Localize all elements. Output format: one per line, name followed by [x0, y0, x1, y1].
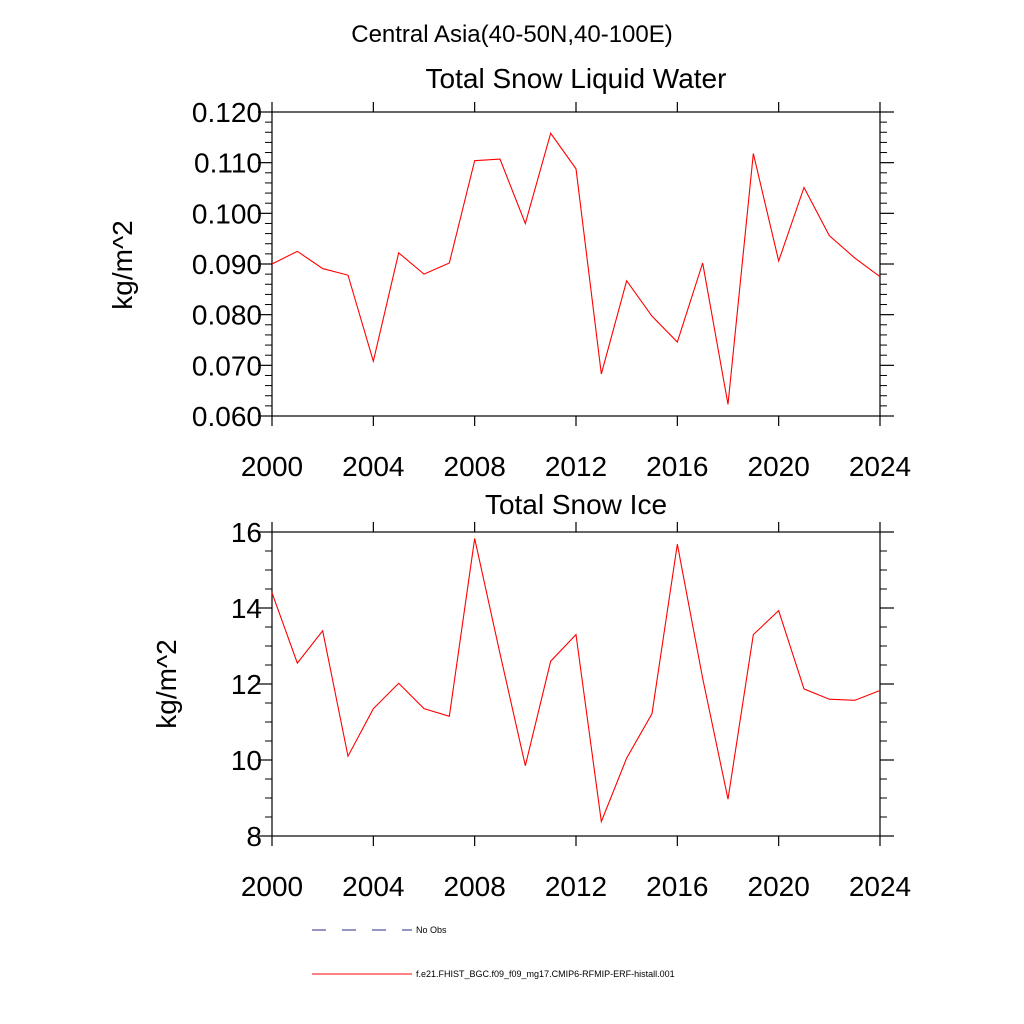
- plot-frame: [271, 531, 881, 837]
- chart-title: Total Snow Ice: [485, 489, 667, 520]
- x-tick-label: 2004: [342, 451, 404, 482]
- y-tick-label: 0.110: [194, 148, 262, 179]
- y-tick-label: 14: [231, 593, 262, 624]
- legend-obs-label: No Obs: [416, 925, 447, 935]
- x-tick-label: 2000: [241, 451, 303, 482]
- x-tick-label: 2024: [849, 871, 911, 902]
- y-tick-label: 8: [246, 821, 262, 852]
- y-tick-label: 0.060: [192, 401, 262, 432]
- y-tick-label: 16: [231, 517, 262, 548]
- y-tick-label: 10: [231, 745, 262, 776]
- y-tick-label: 12: [231, 669, 262, 700]
- legend: No Obs f.e21.FHIST_BGC.f09_f09_mg17.CMIP…: [312, 925, 675, 979]
- x-tick-label: 2016: [646, 451, 708, 482]
- x-tick-label: 2012: [545, 451, 607, 482]
- plot-frame: [271, 111, 881, 417]
- series-line: [271, 538, 881, 824]
- y-tick-label: 0.120: [192, 97, 262, 128]
- x-tick-label: 2000: [241, 871, 303, 902]
- y-axis-label: kg/m^2: [107, 220, 138, 309]
- y-tick-label: 0.070: [192, 350, 262, 381]
- y-axis-label: kg/m^2: [151, 639, 182, 728]
- x-tick-label: 2020: [748, 451, 810, 482]
- x-tick-label: 2020: [748, 871, 810, 902]
- x-tick-label: 2008: [444, 871, 506, 902]
- panel-snow-ice: Total Snow Ice kg/m^2 2000 2004 2008 2012 20…: [151, 489, 911, 902]
- figure-title: Central Asia(40-50N,40-100E): [351, 21, 673, 48]
- x-tick-label: 2016: [646, 871, 708, 902]
- y-tick-label: 0.100: [192, 198, 262, 229]
- y-tick-label: 0.080: [192, 300, 262, 331]
- x-tick-label: 2008: [444, 451, 506, 482]
- panel-snow-liquid-water: Total Snow Liquid Water kg/m^2 2000 2004 2…: [107, 63, 911, 482]
- chart-title: Total Snow Liquid Water: [426, 63, 727, 94]
- x-tick-label: 2024: [849, 451, 911, 482]
- legend-model-label: f.e21.FHIST_BGC.f09_f09_mg17.CMIP6-RFMIP…: [416, 969, 675, 979]
- series-line: [271, 132, 881, 405]
- x-tick-label: 2004: [342, 871, 404, 902]
- y-tick-label: 0.090: [192, 249, 262, 280]
- x-tick-label: 2012: [545, 871, 607, 902]
